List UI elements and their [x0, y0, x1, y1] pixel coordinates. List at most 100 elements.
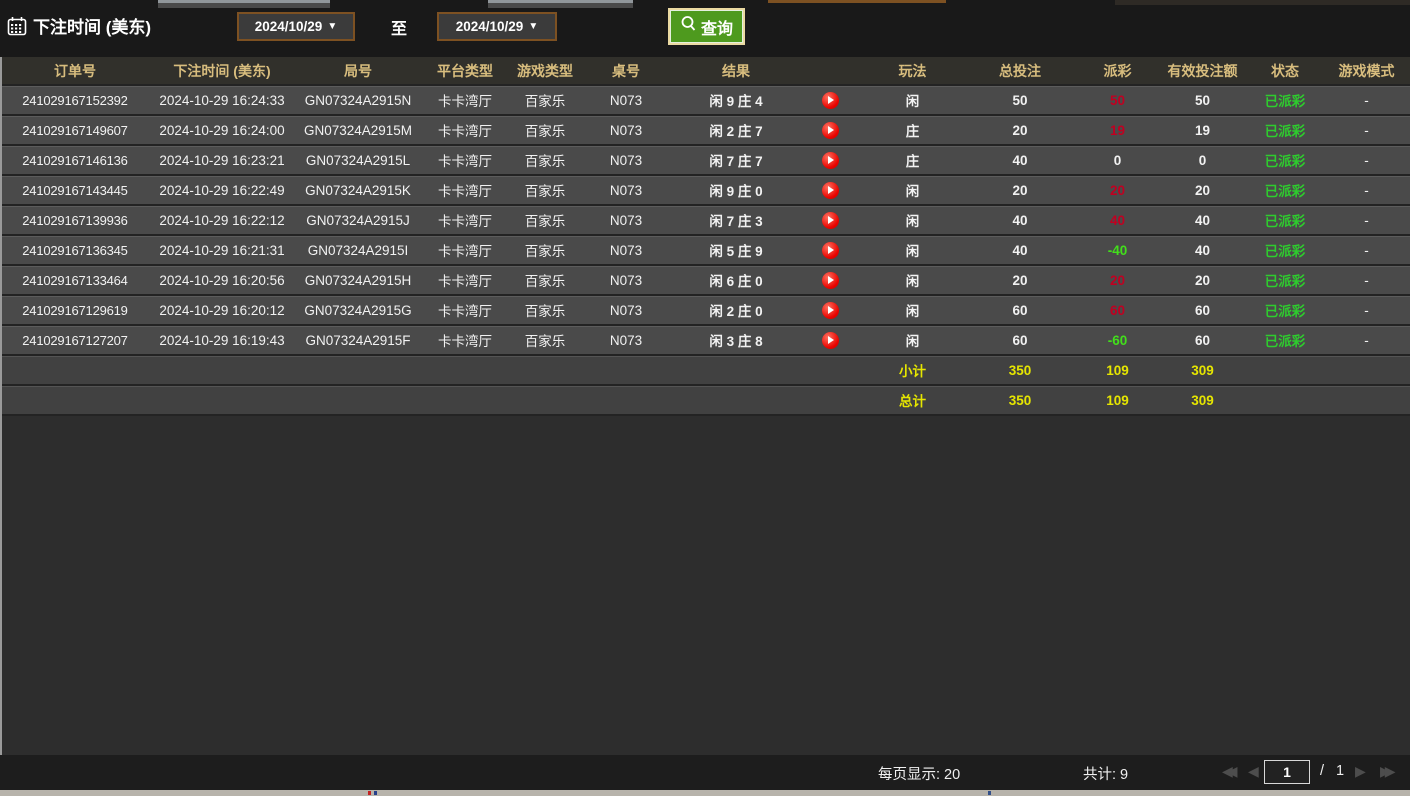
play-video-button[interactable] [821, 151, 839, 169]
play-video-button[interactable] [821, 91, 839, 109]
date-from-select[interactable]: 2024/10/29 ▼ [237, 12, 355, 41]
first-page-button[interactable]: ◀◀ [1222, 763, 1237, 779]
cell-play: 闲 [905, 244, 920, 259]
cell-mode: - [1364, 92, 1369, 108]
prev-page-button[interactable]: ◀ [1248, 763, 1259, 779]
cell-round: GN07324A2915N [304, 92, 412, 108]
grand-total-round [296, 386, 420, 414]
grand-total-mode [1325, 386, 1408, 414]
cell-play: 庄 [905, 124, 920, 139]
cutoff-element-top-right [1115, 0, 1410, 5]
col-mode: 游戏模式 [1338, 62, 1395, 79]
grand-total-platform [420, 386, 510, 414]
table-row: 241029167143445 2024-10-29 16:22:49 GN0732… [2, 176, 1410, 206]
next-page-button[interactable]: ▶ [1355, 763, 1366, 779]
cell-round: GN07324A2915K [305, 182, 411, 198]
cell-result: 闲 6 庄 0 [709, 274, 763, 289]
grand-total-payout: 109 [1106, 392, 1129, 408]
cell-valid: 60 [1194, 302, 1211, 318]
cell-play_icon [800, 116, 860, 144]
cell-valid: 40 [1194, 242, 1211, 258]
cell-order: 241029167146136 [22, 152, 128, 168]
grand-total-row: 总计 350 109 309 [2, 386, 1410, 416]
grand-total-valid: 309 [1191, 392, 1214, 408]
cell-table_no: N073 [609, 272, 643, 288]
cell-payout: 20 [1109, 182, 1126, 198]
grand-total-play_icon [800, 386, 860, 414]
cell-game: 百家乐 [524, 244, 566, 259]
cell-mode: - [1364, 182, 1369, 198]
date-to-select[interactable]: 2024/10/29 ▼ [437, 12, 557, 41]
col-order: 订单号 [54, 62, 96, 79]
background-speck [374, 791, 377, 795]
play-video-button[interactable] [821, 181, 839, 199]
cell-game: 百家乐 [524, 274, 566, 289]
col-valid: 有效投注额 [1167, 62, 1238, 79]
subtotal-play: 小计 [899, 364, 926, 379]
cell-play_icon [800, 296, 860, 324]
cell-order: 241029167152392 [22, 92, 128, 108]
cell-order: 241029167136345 [22, 242, 128, 258]
play-video-button[interactable] [821, 331, 839, 349]
col-platform: 平台类型 [437, 62, 493, 79]
cell-game: 百家乐 [524, 334, 566, 349]
cell-valid: 20 [1194, 182, 1211, 198]
date-from-value: 2024/10/29 [254, 19, 323, 34]
cell-table_no: N073 [609, 92, 643, 108]
cell-play_icon [800, 236, 860, 264]
page-input[interactable] [1264, 760, 1310, 784]
cell-play_icon [800, 176, 860, 204]
subtotal-round [296, 356, 420, 384]
table-rows: 241029167152392 2024-10-29 16:24:33 GN0732… [2, 86, 1410, 416]
cell-status: 已派彩 [1264, 184, 1306, 199]
background-speck [988, 791, 991, 795]
cell-status: 已派彩 [1264, 124, 1306, 139]
cell-result: 闲 9 庄 0 [709, 184, 763, 199]
cell-payout: -40 [1107, 242, 1128, 258]
background-speck [368, 791, 371, 795]
cell-time: 2024-10-29 16:22:49 [159, 182, 285, 198]
play-video-button[interactable] [821, 301, 839, 319]
grand-total-game [510, 386, 580, 414]
cell-total: 40 [1012, 242, 1028, 258]
cell-time: 2024-10-29 16:20:56 [159, 272, 285, 288]
query-button[interactable]: 查询 [668, 8, 745, 45]
subtotal-time [148, 356, 296, 384]
subtotal-total: 350 [1008, 362, 1032, 378]
cell-round: GN07324A2915J [306, 212, 410, 228]
cell-valid: 60 [1194, 332, 1211, 348]
cell-status: 已派彩 [1264, 94, 1306, 109]
cell-valid: 50 [1194, 92, 1211, 108]
play-video-button[interactable] [821, 211, 839, 229]
table-row: 241029167129619 2024-10-29 16:20:12 GN0732… [2, 296, 1410, 326]
cell-time: 2024-10-29 16:19:43 [159, 332, 285, 348]
cell-play_icon [800, 86, 860, 114]
table-header: 订单号 下注时间 (美东) 局号 平台类型 游戏类型 桌号 结果 玩法 总投注 派彩 有效投注额 状态… [2, 57, 1410, 86]
cell-platform: 卡卡湾厅 [438, 214, 492, 229]
cell-round: GN07324A2915F [305, 332, 411, 348]
cell-platform: 卡卡湾厅 [438, 124, 492, 139]
col-play_icon [800, 57, 860, 84]
grand-total-order [2, 386, 148, 414]
play-video-button[interactable] [821, 121, 839, 139]
bet-time-label: 下注时间 (美东) [7, 13, 151, 38]
subtotal-row: 小计 350 109 309 [2, 356, 1410, 386]
cell-total: 50 [1012, 92, 1028, 108]
cell-status: 已派彩 [1264, 154, 1306, 169]
cell-platform: 卡卡湾厅 [438, 244, 492, 259]
chevron-down-icon: ▼ [327, 21, 338, 32]
cell-mode: - [1364, 242, 1369, 258]
play-video-button[interactable] [821, 271, 839, 289]
cell-valid: 40 [1194, 212, 1211, 228]
cutoff-orange-border [768, 0, 946, 3]
cell-table_no: N073 [609, 242, 643, 258]
page-count: 1 [1336, 763, 1345, 779]
cell-status: 已派彩 [1264, 274, 1306, 289]
last-page-button[interactable]: ▶▶ [1380, 763, 1395, 779]
cell-order: 241029167149607 [22, 122, 128, 138]
cell-play_icon [800, 146, 860, 174]
subtotal-order [2, 356, 148, 384]
cell-status: 已派彩 [1264, 304, 1306, 319]
cell-order: 241029167139936 [22, 212, 128, 228]
play-video-button[interactable] [821, 241, 839, 259]
